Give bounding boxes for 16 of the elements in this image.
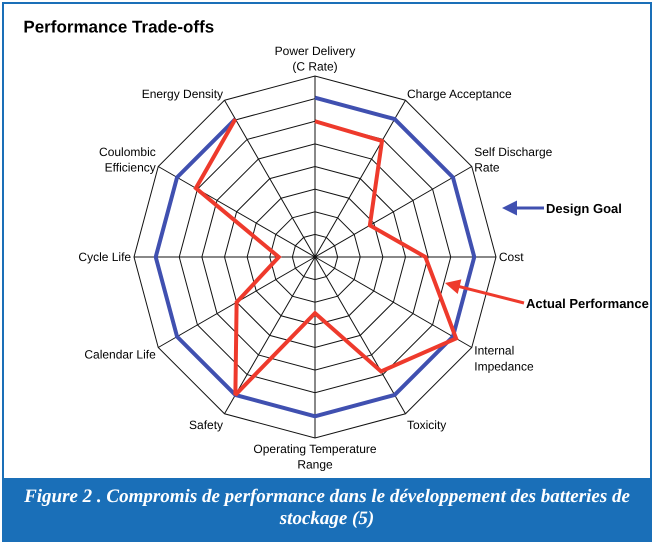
- spoke-label: Cycle Life: [78, 250, 132, 264]
- spoke-label: Coulombic Efficiency: [99, 144, 156, 174]
- spoke-label: Toxicity: [406, 418, 446, 432]
- spoke-label: Calendar Life: [84, 348, 156, 362]
- spoke-label: Self Discharge Rate: [474, 144, 553, 174]
- chart-title: Performance Trade-offs: [23, 17, 214, 36]
- spoke-label: Internal Impedance: [474, 344, 534, 374]
- spoke-label: Cost: [498, 250, 524, 264]
- caption: Figure 2 . Compromis de performance dans le développement des batteries de stockage (5): [4, 478, 650, 540]
- spoke-label: Energy Density: [142, 86, 224, 101]
- legend-label: Design Goal: [546, 201, 622, 216]
- spoke-label: Safety: [189, 418, 224, 432]
- spoke-label: Charge Acceptance: [406, 86, 512, 101]
- spoke-label: Operating Temperature Range: [253, 442, 377, 472]
- spoke-label: Power Delivery (C Rate): [274, 44, 356, 74]
- text: Actual Performance: [526, 296, 649, 311]
